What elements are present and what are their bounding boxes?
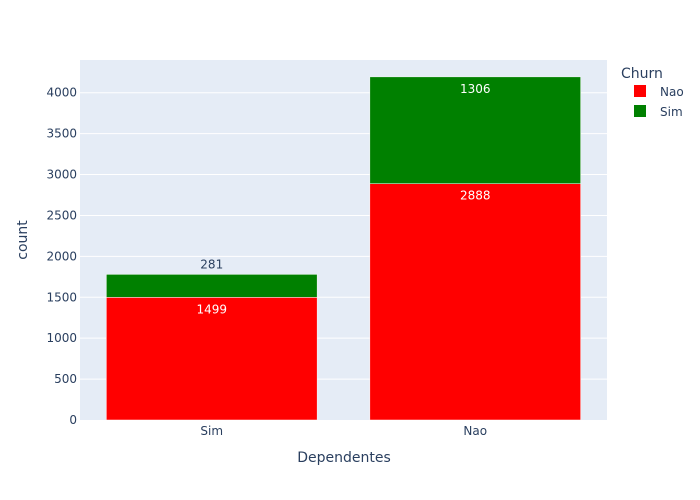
y-tick-label: 0 bbox=[69, 413, 77, 427]
data-label-nao-nao: 2888 bbox=[460, 189, 491, 203]
x-axis-title: Dependentes bbox=[297, 450, 391, 466]
y-tick-label: 3500 bbox=[46, 127, 77, 141]
y-tick-label: 4000 bbox=[46, 86, 77, 100]
x-tick-label: Sim bbox=[200, 424, 223, 438]
x-tick-label: Nao bbox=[463, 424, 487, 438]
bar-sim-nao[interactable] bbox=[369, 76, 581, 184]
bar-sim-sim[interactable] bbox=[106, 274, 318, 298]
legend-swatch-nao bbox=[634, 85, 646, 97]
y-tick-label: 1500 bbox=[46, 290, 77, 304]
legend-item-sim[interactable]: Sim bbox=[634, 105, 683, 119]
legend-label-sim: Sim bbox=[660, 105, 683, 119]
data-label-nao-sim: 1499 bbox=[196, 302, 227, 316]
legend-label-nao: Nao bbox=[660, 85, 684, 99]
legend-title: Churn bbox=[621, 66, 663, 82]
legend: Churn Nao Sim bbox=[621, 66, 684, 119]
bar-nao-nao[interactable] bbox=[369, 183, 581, 421]
legend-item-nao[interactable]: Nao bbox=[634, 85, 684, 99]
data-label-sim-nao: 1306 bbox=[460, 82, 491, 96]
data-label-sim-sim: 281 bbox=[200, 257, 223, 271]
y-tick-label: 500 bbox=[54, 372, 77, 386]
legend-swatch-sim bbox=[634, 105, 646, 117]
y-axis-title: count bbox=[15, 220, 31, 260]
axis-ticks: 0 500 1000 1500 2000 2500 3000 3500 4000 Sim Nao bbox=[46, 86, 487, 438]
y-tick-label: 2500 bbox=[46, 208, 77, 222]
bars: 1499 281 2888 1306 bbox=[106, 76, 581, 421]
y-tick-label: 3000 bbox=[46, 168, 77, 182]
y-tick-label: 1000 bbox=[46, 331, 77, 345]
bar-nao-sim[interactable] bbox=[106, 297, 318, 421]
y-tick-label: 2000 bbox=[46, 249, 77, 263]
